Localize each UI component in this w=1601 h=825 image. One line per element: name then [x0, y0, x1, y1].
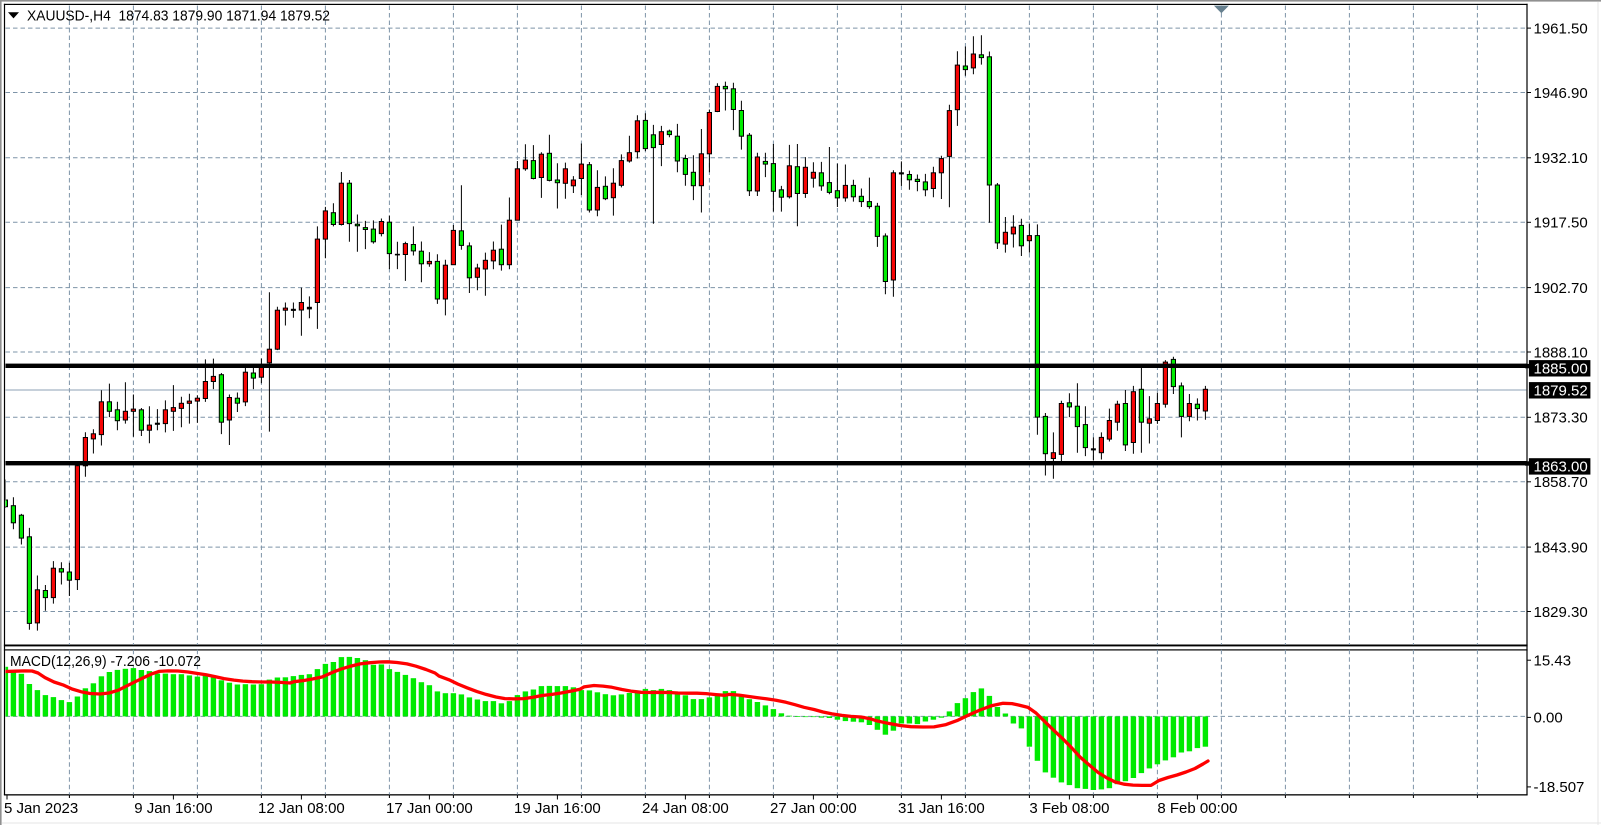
svg-text:1888.10: 1888.10	[1534, 344, 1588, 361]
svg-text:9 Jan 16:00: 9 Jan 16:00	[134, 800, 212, 817]
svg-text:1917.50: 1917.50	[1534, 215, 1588, 232]
svg-text:1829.30: 1829.30	[1534, 604, 1588, 621]
svg-text:19 Jan 16:00: 19 Jan 16:00	[514, 800, 601, 817]
svg-text:1885.00: 1885.00	[1534, 360, 1588, 377]
svg-text:12 Jan 08:00: 12 Jan 08:00	[258, 800, 345, 817]
svg-text:1902.70: 1902.70	[1534, 280, 1588, 297]
svg-text:1873.30: 1873.30	[1534, 410, 1588, 427]
svg-text:-18.507: -18.507	[1534, 779, 1585, 796]
svg-text:MACD(12,26,9) -7.206 -10.072: MACD(12,26,9) -7.206 -10.072	[10, 653, 201, 670]
svg-text:27 Jan 00:00: 27 Jan 00:00	[770, 800, 857, 817]
svg-text:31 Jan 16:00: 31 Jan 16:00	[898, 800, 985, 817]
svg-text:XAUUSD-,H4 1874.83 1879.90 18: XAUUSD-,H4 1874.83 1879.90 1871.94 1879.…	[27, 8, 330, 25]
svg-text:1961.50: 1961.50	[1534, 20, 1588, 37]
svg-text:1863.00: 1863.00	[1534, 458, 1588, 475]
svg-text:1932.10: 1932.10	[1534, 150, 1588, 167]
svg-text:15.43: 15.43	[1534, 653, 1572, 670]
svg-text:1843.90: 1843.90	[1534, 539, 1588, 556]
svg-text:17 Jan 00:00: 17 Jan 00:00	[386, 800, 473, 817]
svg-text:1879.52: 1879.52	[1534, 382, 1588, 399]
svg-text:5 Jan 2023: 5 Jan 2023	[4, 800, 78, 817]
svg-text:1946.90: 1946.90	[1534, 85, 1588, 102]
svg-text:8 Feb 00:00: 8 Feb 00:00	[1157, 800, 1237, 817]
svg-text:3 Feb 08:00: 3 Feb 08:00	[1029, 800, 1109, 817]
svg-text:1858.70: 1858.70	[1534, 474, 1588, 491]
svg-text:24 Jan 08:00: 24 Jan 08:00	[642, 800, 729, 817]
svg-text:0.00: 0.00	[1534, 710, 1563, 727]
